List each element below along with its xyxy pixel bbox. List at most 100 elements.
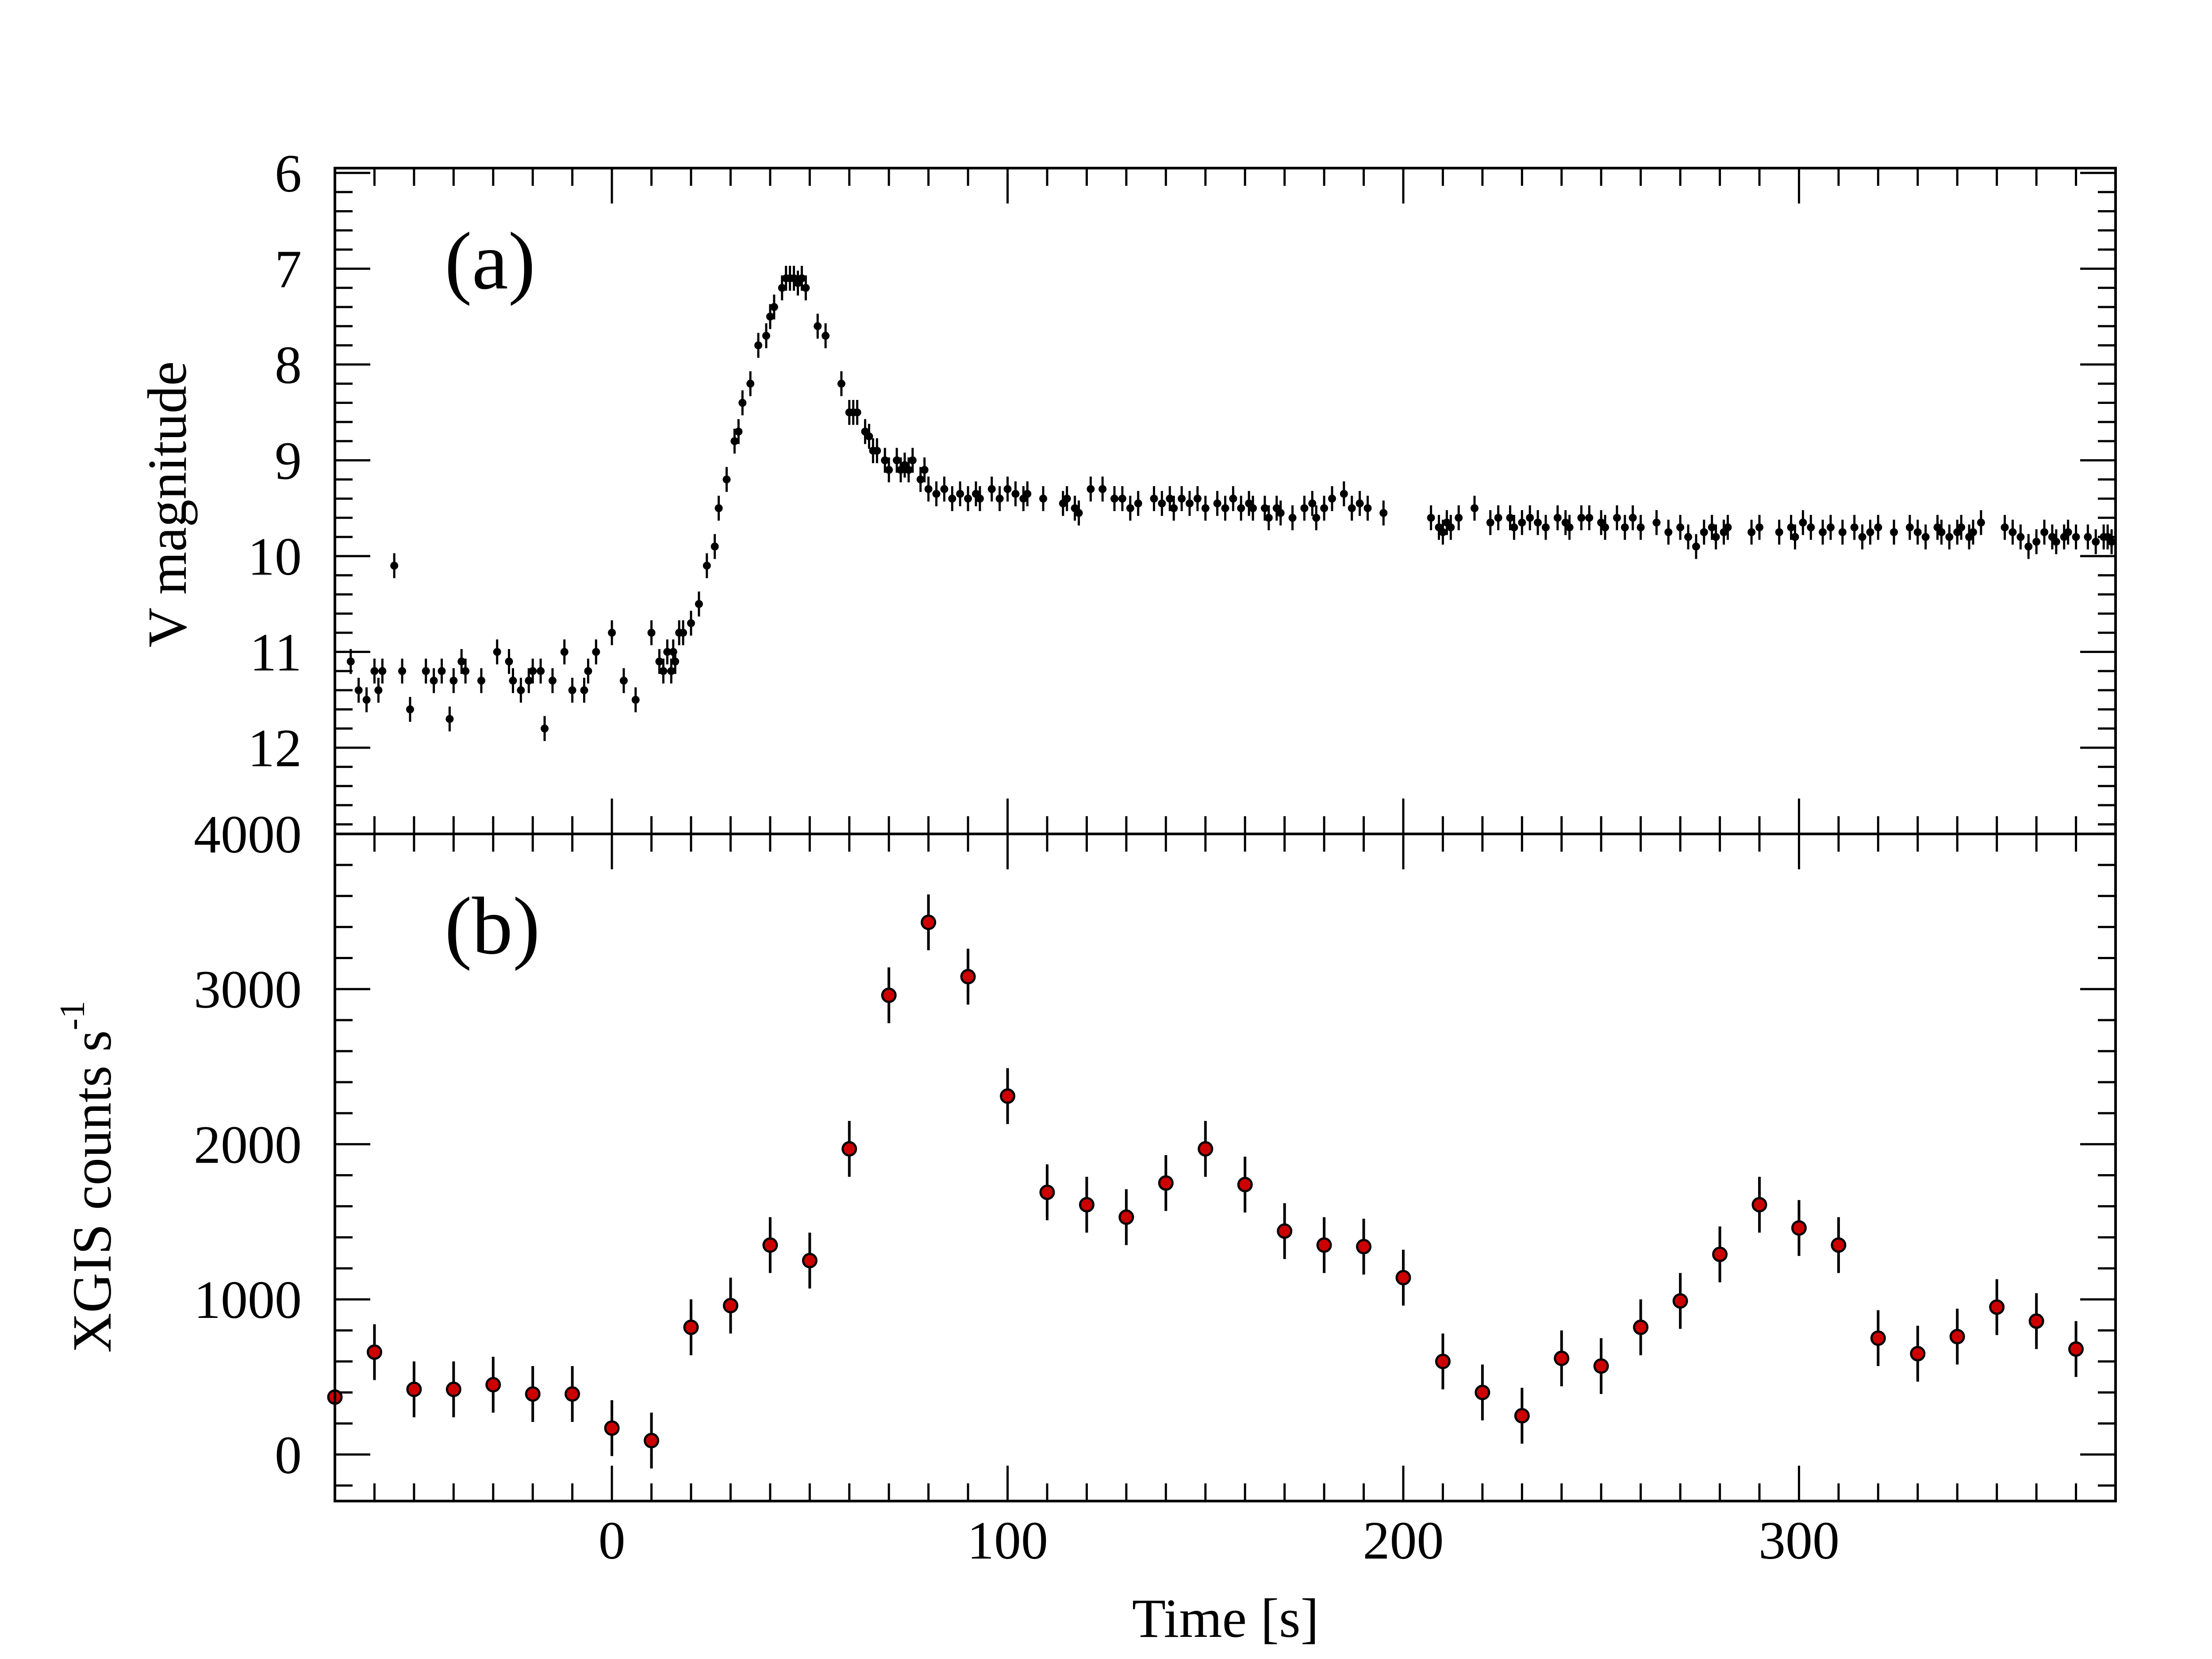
point-marker: [2064, 528, 2072, 536]
point-marker: [1316, 1237, 1332, 1253]
data-point: [873, 438, 881, 463]
point-marker: [1328, 495, 1336, 503]
point-marker: [802, 1252, 818, 1268]
data-point: [1850, 515, 1859, 540]
data-point: [1724, 515, 1732, 540]
data-point: [2032, 529, 2041, 554]
point-marker: [1534, 518, 1542, 527]
point-marker: [438, 667, 446, 675]
point-marker: [362, 695, 371, 704]
data-point: [1079, 1177, 1094, 1233]
point-marker: [493, 648, 501, 656]
point-marker: [541, 724, 549, 733]
data-point: [1213, 491, 1221, 516]
point-marker: [964, 495, 972, 503]
point-marker: [822, 331, 830, 340]
data-point: [1229, 486, 1237, 511]
point-marker: [1819, 528, 1827, 536]
data-point: [1312, 505, 1321, 530]
panel-b-y-axis-title-text: XGIS counts s: [62, 1030, 123, 1353]
point-marker: [659, 667, 668, 675]
data-point: [1201, 495, 1210, 521]
panel-b-x-tick-label: 300: [1759, 1511, 1839, 1571]
data-point: [975, 486, 984, 511]
data-point: [493, 639, 501, 664]
point-marker: [608, 629, 616, 637]
point-marker: [1858, 533, 1866, 541]
point-marker: [422, 667, 430, 675]
data-point: [766, 304, 774, 329]
point-marker: [683, 1319, 699, 1335]
data-point: [2108, 529, 2116, 554]
data-point: [1838, 519, 1847, 545]
data-point: [1601, 515, 1609, 540]
data-point: [1260, 495, 1269, 521]
data-point: [1664, 519, 1673, 545]
point-marker: [814, 322, 822, 330]
panel-b-x-tick-labels: 0 100 200 300: [599, 1511, 1839, 1571]
data-point: [1526, 505, 1534, 530]
point-marker: [406, 705, 414, 714]
data-point: [1807, 515, 1815, 540]
point-marker: [1621, 523, 1629, 532]
point-marker: [1118, 495, 1126, 503]
point-marker: [865, 432, 873, 441]
point-marker: [734, 427, 743, 436]
point-marker: [568, 686, 576, 695]
data-point: [1447, 515, 1455, 540]
data-point: [1395, 1249, 1411, 1306]
data-point: [2072, 524, 2080, 549]
data-point: [604, 1400, 620, 1456]
data-point: [445, 706, 454, 732]
point-marker: [1486, 518, 1494, 527]
point-marker: [1249, 504, 1257, 512]
data-point: [1787, 515, 1795, 540]
point-marker: [548, 676, 557, 685]
data-point: [1593, 1338, 1609, 1394]
data-point: [1652, 510, 1661, 535]
panel-b-y-tick-label: 2000: [194, 1115, 302, 1175]
point-marker: [1158, 1175, 1174, 1191]
point-marker: [1866, 528, 1874, 536]
data-point: [398, 658, 407, 684]
data-point: [1866, 519, 1874, 545]
point-marker: [560, 648, 568, 656]
point-marker: [1039, 1184, 1055, 1200]
data-point: [1300, 495, 1309, 521]
point-marker: [1652, 518, 1661, 527]
data-point: [1110, 486, 1119, 511]
data-point: [644, 1413, 660, 1469]
data-point: [1700, 519, 1708, 545]
data-point: [1356, 491, 1364, 516]
point-marker: [1229, 495, 1237, 503]
data-point: [924, 476, 933, 502]
point-marker: [754, 341, 763, 349]
point-marker: [1264, 514, 1273, 522]
point-marker: [505, 657, 513, 666]
point-marker: [1977, 518, 1985, 527]
data-point: [1870, 1310, 1886, 1366]
point-marker: [509, 676, 517, 685]
point-marker: [987, 485, 996, 493]
data-point: [406, 697, 414, 722]
data-point: [1276, 500, 1285, 526]
point-marker: [1554, 1350, 1570, 1366]
data-point: [406, 1361, 422, 1417]
data-point: [932, 481, 941, 507]
point-marker: [1356, 499, 1364, 507]
data-point: [541, 716, 549, 741]
data-point: [667, 658, 676, 684]
point-marker: [1700, 528, 1708, 536]
data-point: [1937, 519, 1946, 545]
data-point: [1221, 495, 1229, 521]
point-marker: [1664, 528, 1673, 536]
data-point: [904, 457, 913, 483]
data-point: [1379, 500, 1388, 526]
point-marker: [1427, 514, 1435, 522]
point-marker: [1755, 523, 1763, 532]
point-marker: [1577, 514, 1586, 522]
data-point: [746, 371, 755, 396]
data-point: [1633, 1299, 1649, 1356]
data-point: [2024, 534, 2033, 559]
